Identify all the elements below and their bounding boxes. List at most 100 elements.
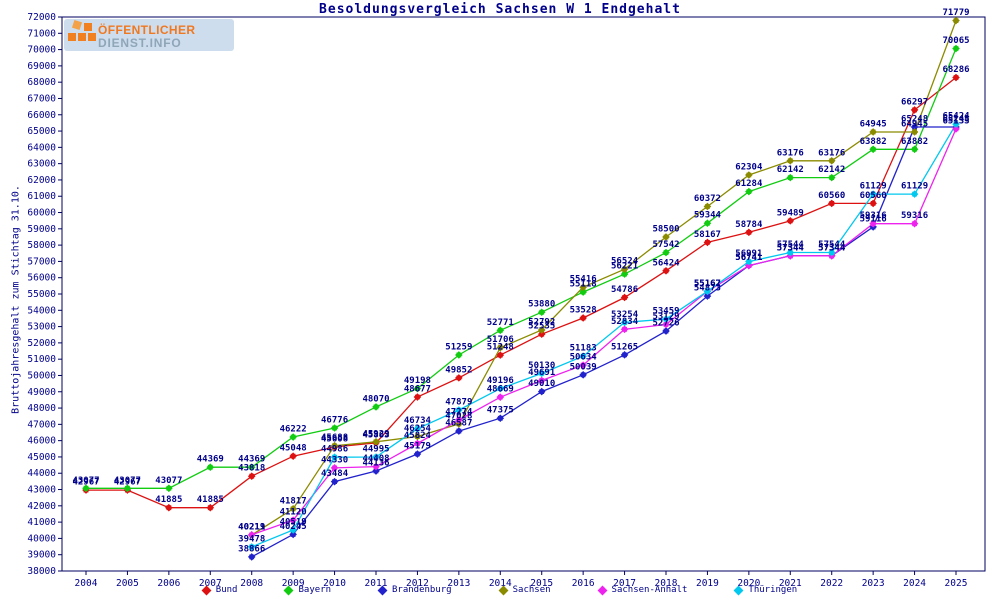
legend-item-brandenburg: Brandenburg xyxy=(377,585,452,595)
data-point-label: 53129 xyxy=(652,312,679,322)
data-point-label: 45179 xyxy=(404,442,431,452)
data-point-label: 58784 xyxy=(735,220,763,230)
plot-frame xyxy=(61,16,986,572)
x-axis-tick-label: 2011 xyxy=(365,578,388,589)
data-point xyxy=(579,283,587,292)
x-axis-tick-label: 2006 xyxy=(157,578,180,589)
data-point xyxy=(247,472,256,481)
data-point-label: 59316 xyxy=(901,211,928,221)
y-axis-tick-label: 40000 xyxy=(27,533,56,544)
data-point xyxy=(827,173,836,182)
data-point-label: 47028 xyxy=(445,411,472,421)
data-point xyxy=(869,199,877,208)
data-point xyxy=(247,553,256,561)
x-axis-tick-label: 2017 xyxy=(613,578,636,589)
data-point xyxy=(455,374,463,382)
data-point xyxy=(662,315,670,323)
data-point xyxy=(455,351,463,359)
legend-item-sachsen: Sachsen xyxy=(498,585,551,595)
data-point-label: 57344 xyxy=(777,243,805,253)
data-point-label: 40245 xyxy=(280,522,307,532)
data-point-label: 65424 xyxy=(942,112,970,122)
x-axis-tick-label: 2005 xyxy=(116,578,139,589)
data-point-label: 66297 xyxy=(901,97,928,107)
data-point-label: 57544 xyxy=(818,240,846,250)
data-point-label: 45048 xyxy=(280,444,307,454)
data-point-label: 48677 xyxy=(404,385,431,395)
data-point-label: 60560 xyxy=(860,191,887,201)
data-point xyxy=(910,190,919,198)
data-point-label: 52834 xyxy=(611,317,639,327)
y-axis-tick-label: 58000 xyxy=(27,240,56,251)
data-point-label: 68286 xyxy=(942,65,969,75)
legend-label: Sachsen xyxy=(512,585,551,595)
x-axis-tick-label: 2013 xyxy=(447,578,470,589)
data-point-label: 43077 xyxy=(72,476,99,486)
data-point xyxy=(330,441,339,450)
data-point xyxy=(455,406,463,414)
data-point xyxy=(952,73,960,82)
site-logo[interactable]: ÖFFENTLICHER DIENST.INFO xyxy=(64,19,234,51)
data-point xyxy=(537,387,546,396)
data-point-label: 48070 xyxy=(362,394,389,404)
y-axis-tick-label: 55000 xyxy=(27,289,56,300)
data-point-label: 40219 xyxy=(238,522,265,532)
data-point xyxy=(579,288,587,296)
data-point-label: 39478 xyxy=(238,534,265,544)
data-point-label: 46734 xyxy=(404,416,432,426)
data-point-label: 59489 xyxy=(777,208,804,218)
data-point xyxy=(952,120,960,128)
data-point-label: 38866 xyxy=(238,544,265,554)
y-axis-tick-label: 62000 xyxy=(27,175,56,186)
data-point xyxy=(330,453,339,461)
data-point-label: 44995 xyxy=(362,445,389,455)
data-point-label: 57344 xyxy=(777,243,805,253)
data-point xyxy=(82,484,90,493)
data-point-label: 56524 xyxy=(611,257,639,267)
data-point xyxy=(330,424,339,432)
data-point-label: 49852 xyxy=(445,365,472,375)
data-point xyxy=(496,351,505,359)
x-axis-tick-label: 2004 xyxy=(75,578,98,589)
data-point xyxy=(413,393,422,401)
data-point xyxy=(786,248,795,257)
data-point-label: 45863 xyxy=(362,430,389,440)
y-axis-tick-label: 61000 xyxy=(27,191,56,202)
data-point xyxy=(786,156,795,165)
data-point-label: 48669 xyxy=(487,385,514,395)
data-point-label: 49196 xyxy=(487,376,514,386)
data-point-label: 64945 xyxy=(901,119,928,129)
legend-item-th-ringen: Thüringen xyxy=(733,585,797,595)
y-axis-tick-label: 46000 xyxy=(27,436,56,447)
data-point xyxy=(786,173,795,182)
y-axis-tick-label: 53000 xyxy=(27,322,56,333)
y-axis-tick-label: 50000 xyxy=(27,370,56,381)
y-axis-tick-label: 45000 xyxy=(27,452,56,463)
legend-swatch xyxy=(597,585,607,595)
legend-swatch xyxy=(201,585,212,595)
data-point-label: 51248 xyxy=(487,343,514,353)
data-point-label: 55416 xyxy=(570,275,597,285)
data-point-label: 57544 xyxy=(777,240,805,250)
legend-item-sachsen-anhalt: Sachsen-Anhalt xyxy=(597,585,687,595)
logo-line2: DIENST.INFO xyxy=(98,35,182,50)
chart-title: Besoldungsvergleich Sachsen W 1 Endgehal… xyxy=(319,2,681,17)
y-axis-tick-label: 59000 xyxy=(27,224,56,235)
data-point-label: 63882 xyxy=(901,137,928,147)
data-point xyxy=(745,228,753,237)
legend-label: Brandenburg xyxy=(392,585,452,595)
data-point-label: 49010 xyxy=(528,379,555,389)
data-point-label: 59116 xyxy=(860,214,887,224)
data-point-label: 50634 xyxy=(570,353,598,363)
logo-line1: ÖFFENTLICHER xyxy=(98,22,196,37)
data-point xyxy=(537,326,546,334)
data-point-label: 43818 xyxy=(238,464,265,474)
data-point-label: 51706 xyxy=(487,335,514,345)
data-point xyxy=(496,326,505,335)
data-point xyxy=(910,219,919,228)
data-point-label: 63176 xyxy=(777,148,804,158)
data-point-label: 52726 xyxy=(652,319,679,329)
data-point-label: 41120 xyxy=(280,508,307,518)
data-point-label: 40519 xyxy=(280,517,307,527)
y-axis-tick-label: 69000 xyxy=(27,61,56,72)
